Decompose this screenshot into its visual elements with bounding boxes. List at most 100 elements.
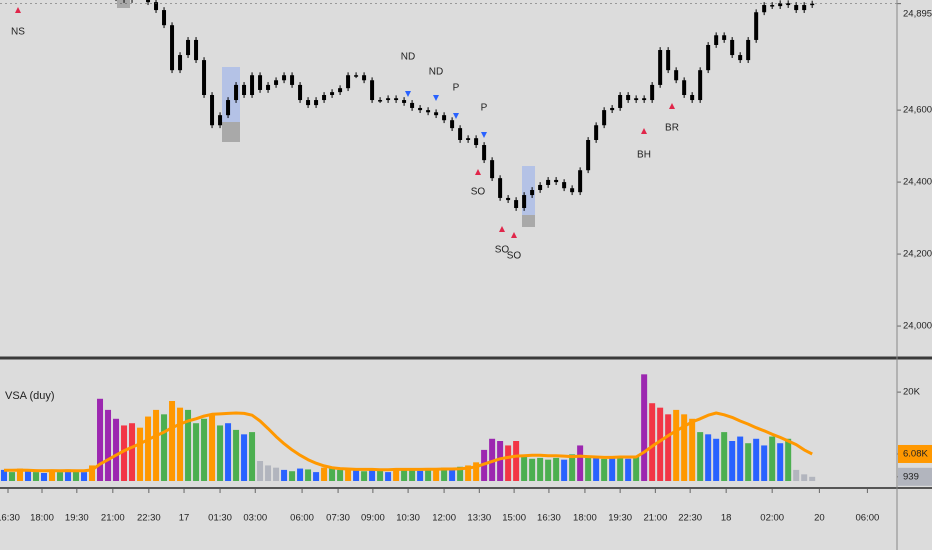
- candle-body: [770, 5, 775, 7]
- candle-body: [410, 102, 415, 108]
- volume-bar: [241, 434, 248, 481]
- candle-body: [626, 95, 631, 101]
- candle-body: [314, 100, 319, 106]
- volume-bar: [409, 469, 416, 481]
- volume-bar: [713, 438, 720, 481]
- candle-body: [674, 70, 679, 81]
- signal-marker: [641, 128, 647, 134]
- volume-bar: [609, 456, 616, 481]
- candle-body: [394, 98, 399, 101]
- candle-body: [226, 100, 231, 116]
- volume-bar: [785, 438, 792, 481]
- volume-bar: [33, 472, 40, 481]
- x-tick-label: 22:30: [137, 513, 161, 524]
- volume-bar: [361, 471, 368, 481]
- candle-body: [282, 75, 287, 81]
- candle-body: [634, 98, 639, 101]
- volume-bar: [697, 432, 704, 481]
- candle-body: [290, 75, 295, 85]
- volume-bar: [41, 473, 48, 481]
- volume-ma: [4, 411, 813, 473]
- candle-body: [362, 75, 367, 81]
- volume-bar: [601, 458, 608, 481]
- x-tick-label: 16:30: [537, 513, 561, 524]
- signal-label: ND: [429, 67, 443, 78]
- x-tick-label: 18:00: [30, 513, 54, 524]
- volume-bar: [809, 476, 816, 481]
- volume-bar: [273, 467, 280, 481]
- candle-body: [762, 5, 767, 13]
- volume-bar: [265, 465, 272, 481]
- candle-body: [730, 39, 735, 56]
- volume-bar: [177, 407, 184, 481]
- volume-bar: [201, 418, 208, 481]
- candle-body: [146, 0, 151, 3]
- x-tick-label: 18: [721, 513, 732, 524]
- x-tick-label: 02:00: [760, 513, 784, 524]
- candle-body: [666, 50, 671, 71]
- volume-bar: [209, 414, 216, 481]
- candle-body: [370, 80, 375, 101]
- candle-body: [378, 100, 383, 102]
- candle-body: [538, 184, 543, 191]
- volume-bar: [73, 471, 80, 481]
- zone-box: [222, 122, 240, 142]
- x-tick-label: 01:30: [208, 513, 232, 524]
- candle-body: [386, 98, 391, 101]
- signal-label: NS: [11, 27, 25, 38]
- x-tick-label: 06:00: [290, 513, 314, 524]
- volume-bar: [737, 436, 744, 481]
- volume-bar: [513, 441, 520, 481]
- volume-bar: [321, 467, 328, 481]
- candle-body: [346, 75, 351, 89]
- volume-bar: [553, 457, 560, 481]
- candle-body: [746, 39, 751, 61]
- candle-body: [810, 3, 815, 6]
- candle-body: [754, 12, 759, 40]
- volume-bar: [529, 458, 536, 481]
- volume-bar: [313, 472, 320, 481]
- candle-body: [154, 2, 159, 11]
- candle-body: [298, 84, 303, 101]
- candle-body: [562, 182, 567, 189]
- signal-label: SO: [507, 251, 522, 262]
- candle-body: [234, 84, 239, 101]
- volume-bar: [577, 445, 584, 481]
- volume-bar: [625, 458, 632, 481]
- candle-body: [738, 55, 743, 61]
- volume-bar: [617, 457, 624, 481]
- candle-body: [658, 50, 663, 85]
- volume-bar: [305, 469, 312, 481]
- candle-body: [250, 75, 255, 96]
- signal-label: ND: [401, 52, 415, 63]
- volume-bar: [121, 425, 128, 481]
- y-tick-label: 24,000.0: [903, 321, 932, 332]
- x-tick-label: 13:30: [467, 513, 491, 524]
- volume-bar: [353, 470, 360, 481]
- signal-marker: [405, 91, 411, 97]
- x-tick-label: 03:00: [243, 513, 267, 524]
- candle-body: [594, 125, 599, 140]
- signal-marker: [15, 7, 21, 13]
- candle-body: [442, 115, 447, 121]
- volume-bar: [169, 401, 176, 481]
- volume-bar: [425, 469, 432, 481]
- candle-body: [498, 178, 503, 198]
- volume-bar: [249, 432, 256, 481]
- x-tick-label: 06:00: [856, 513, 880, 524]
- candle-body: [322, 95, 327, 101]
- candle-body: [210, 95, 215, 126]
- volume-bar: [65, 469, 72, 481]
- volume-bar: [81, 472, 88, 481]
- signal-marker: [669, 103, 675, 109]
- signal-marker: [433, 95, 439, 101]
- candle-body: [642, 98, 647, 101]
- signal-label: P: [453, 83, 460, 94]
- volume-bar: [401, 469, 408, 481]
- candle-body: [170, 25, 175, 71]
- candle-body: [474, 138, 479, 146]
- x-tick-label: 17: [179, 513, 190, 524]
- volume-bar: [17, 468, 24, 481]
- candle-body: [698, 70, 703, 101]
